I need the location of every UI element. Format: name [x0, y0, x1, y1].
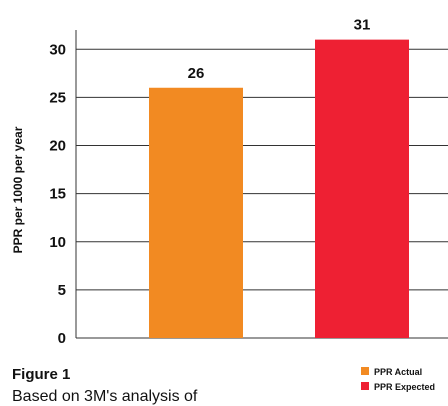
y-tick-label-30: 30 — [49, 41, 66, 58]
legend-label-ppr-actual: PPR Actual — [374, 367, 422, 377]
y-tick-label-5: 5 — [58, 282, 66, 299]
y-tick-label-15: 15 — [49, 186, 66, 203]
y-tick-label-0: 0 — [58, 330, 66, 347]
grid-layer — [75, 30, 448, 339]
figure-caption-text: Based on 3M's analysis of — [12, 388, 198, 405]
legend-swatch-ppr-actual — [361, 367, 369, 375]
figure-caption-title: Figure 1 — [12, 366, 71, 383]
bars — [149, 39, 409, 338]
y-tick-labels: 0 5 10 15 20 25 30 — [49, 41, 66, 347]
legend-label-ppr-expected: PPR Expected — [374, 382, 435, 392]
y-tick-label-25: 25 — [49, 89, 66, 106]
bar-data-labels: 26 31 — [188, 17, 371, 82]
bar-ppr-expected — [315, 39, 409, 338]
legend-swatch-ppr-expected — [361, 382, 369, 390]
y-axis-title: PPR per 1000 per year — [11, 126, 25, 253]
legend: PPR Actual PPR Expected — [361, 367, 435, 392]
y-tick-label-10: 10 — [49, 234, 66, 251]
data-label-ppr-expected: 31 — [354, 17, 371, 34]
bar-ppr-actual — [149, 87, 243, 338]
data-label-ppr-actual: 26 — [188, 65, 205, 82]
y-tick-label-20: 20 — [49, 138, 66, 155]
